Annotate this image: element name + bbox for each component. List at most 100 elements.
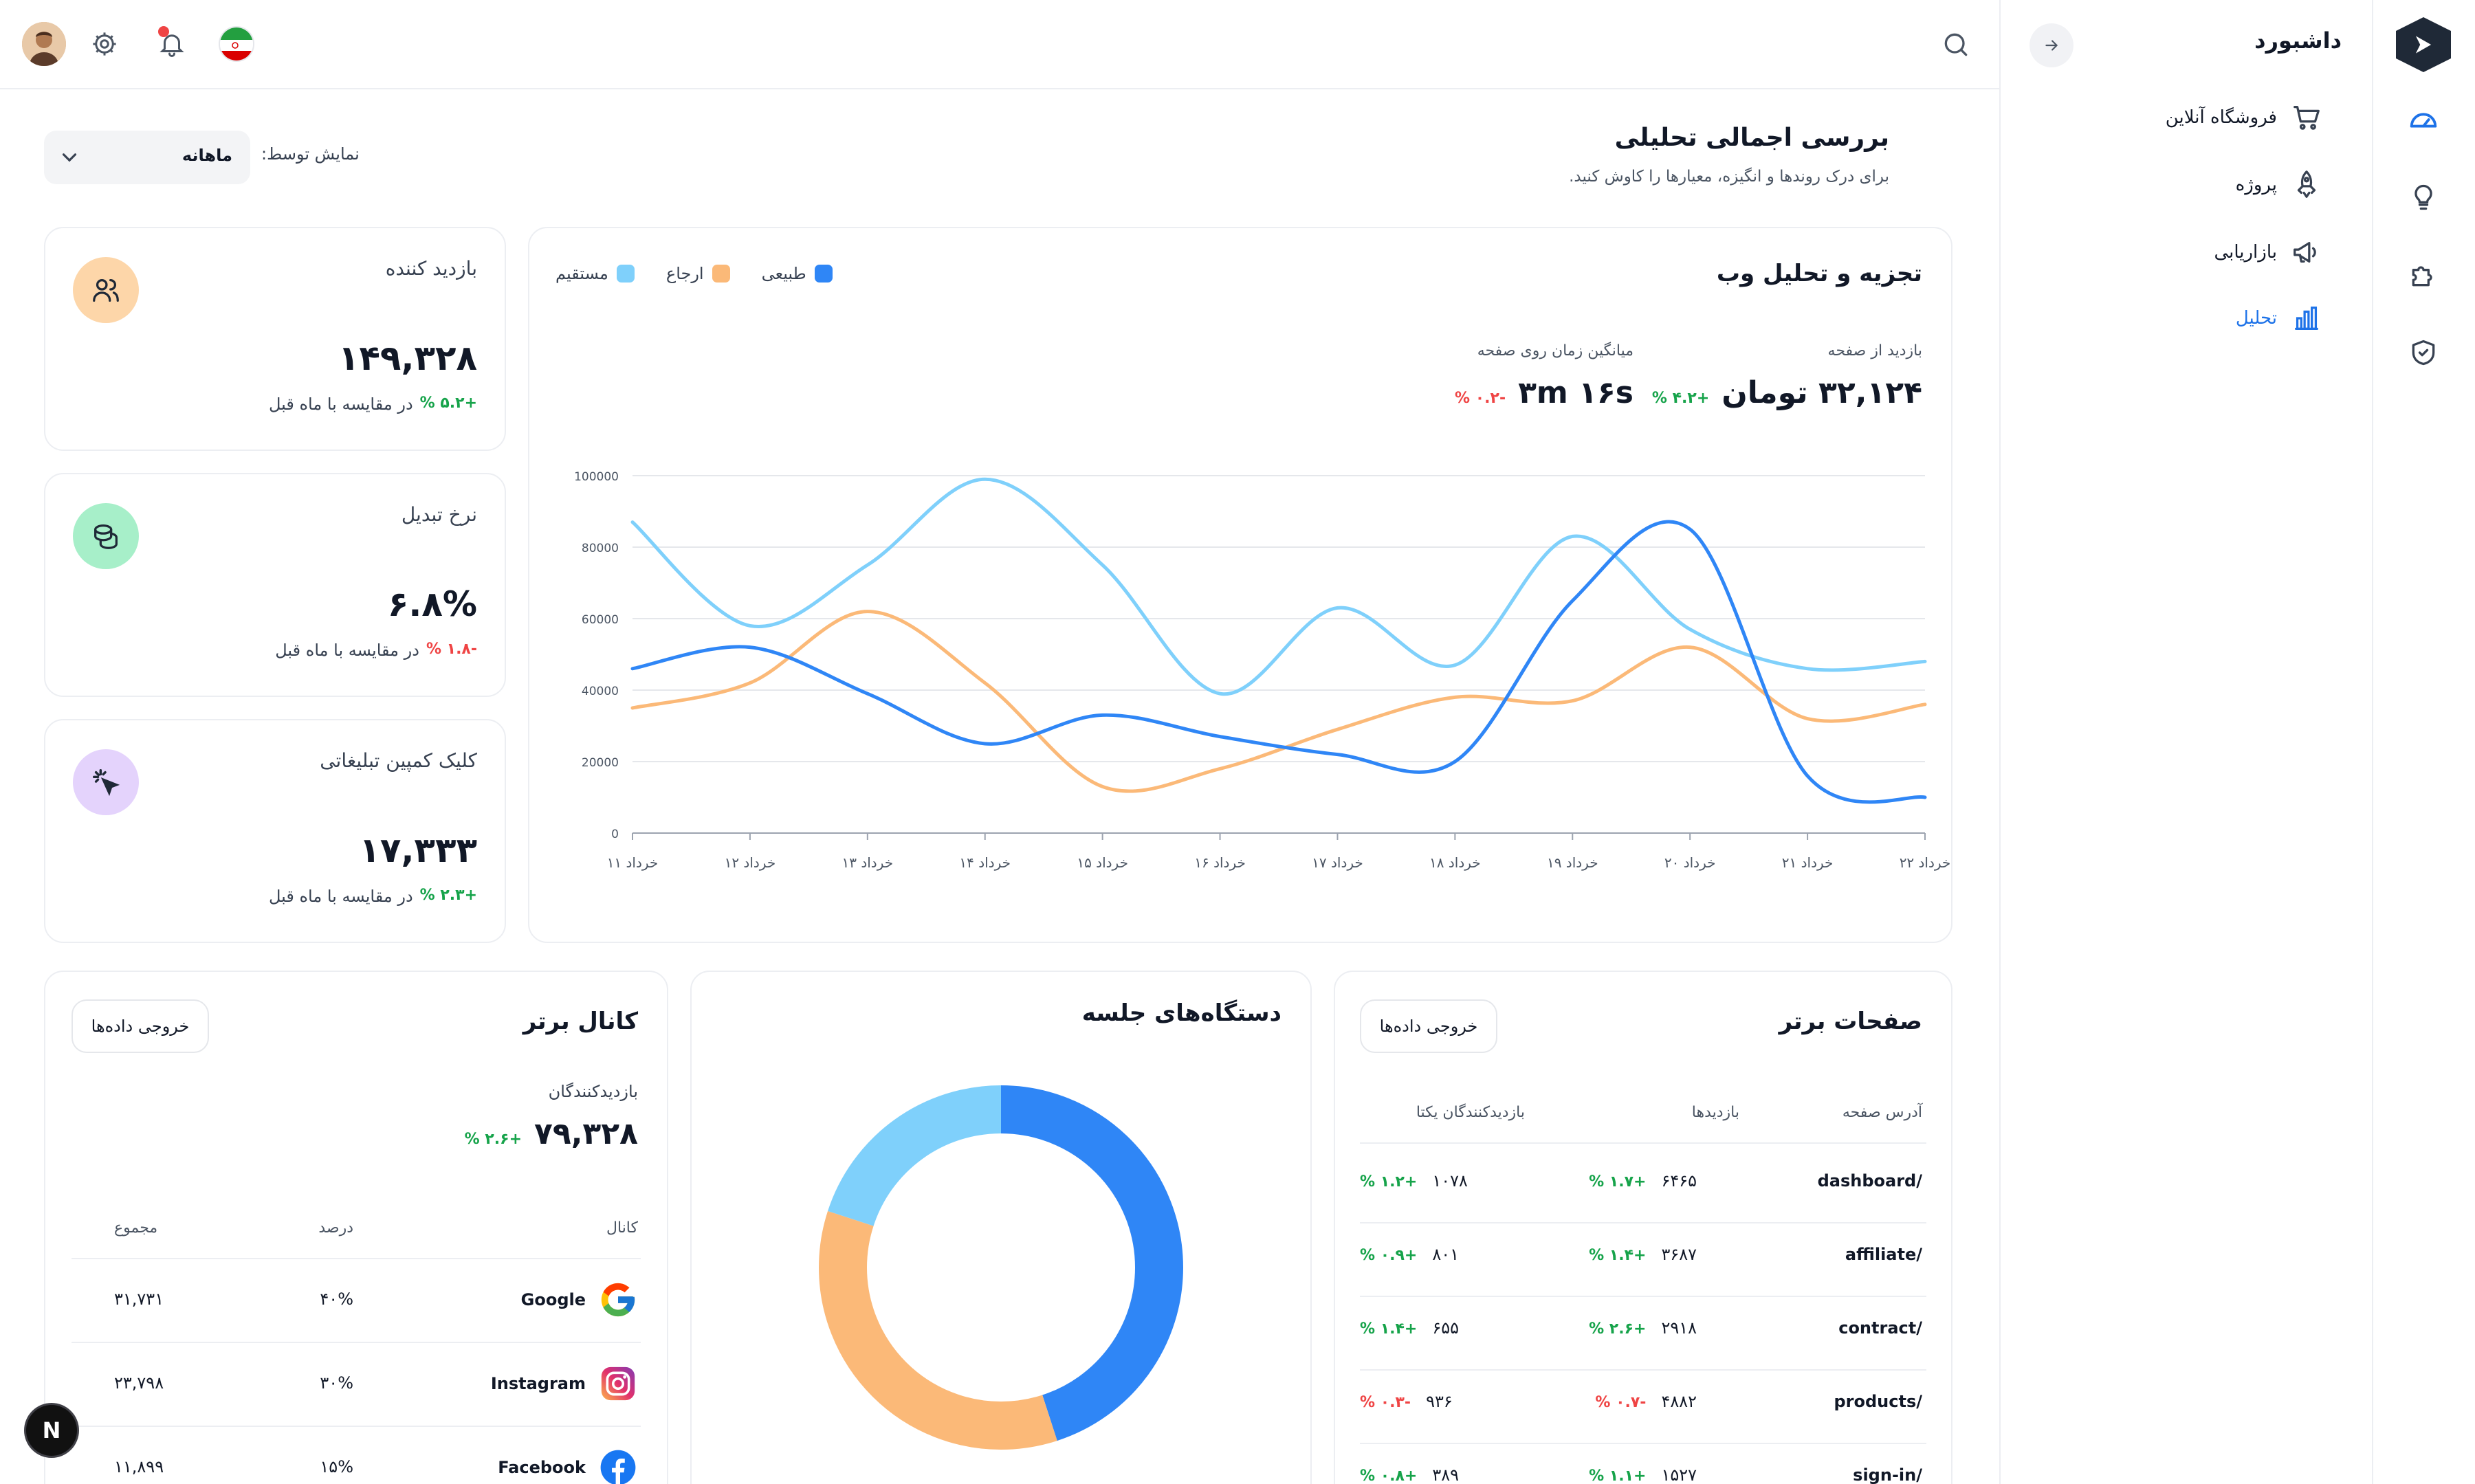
notification-dot — [158, 26, 169, 37]
kpi-delta: -۱.۸ % — [426, 641, 477, 658]
table-divider — [72, 1426, 641, 1427]
page-views-delta: +۱.۷ % — [1589, 1173, 1647, 1190]
icon-rail — [2372, 0, 2475, 1484]
y-tick-label: 80000 — [582, 542, 619, 555]
y-tick-label: 60000 — [582, 613, 619, 627]
series-line-referral[interactable] — [630, 610, 1927, 793]
page-unique: -۰.۳ % ۹۳۶ — [1360, 1392, 1453, 1411]
legend-swatch — [712, 265, 730, 283]
visitors-label: بازدیدکنندگان — [548, 1082, 638, 1101]
export-data-button[interactable]: خروجی داده‌ها — [1360, 999, 1497, 1053]
channel-row-facebook[interactable]: Facebook — [498, 1448, 638, 1484]
page-subtitle: برای درک روندها و انگیزه، معیارها را کاو… — [1569, 168, 1889, 186]
metric-label: میانگین زمان روی صفحه — [1477, 342, 1634, 359]
notifications-button[interactable] — [154, 26, 190, 62]
app-logo[interactable] — [2396, 17, 2451, 72]
legend-item-organic[interactable]: طبیعی — [762, 264, 833, 283]
period-select[interactable]: ماهانه — [44, 131, 250, 184]
page-views-delta: +۱.۴ % — [1589, 1247, 1647, 1264]
channel-row-instagram[interactable]: Instagram — [491, 1364, 638, 1404]
gear-icon — [93, 32, 116, 56]
page-unique-value: ۸۰۱ — [1432, 1245, 1460, 1264]
export-data-button[interactable]: خروجی داده‌ها — [72, 999, 209, 1053]
col-header-channel: کانال — [606, 1219, 638, 1237]
page-unique: +۰.۹ % ۸۰۱ — [1360, 1245, 1459, 1264]
x-tick-label: خرداد ۱۸ — [1429, 854, 1481, 871]
chart-legend: مستقیم ارجاع طبیعی — [556, 264, 833, 283]
y-tick-label: 20000 — [582, 756, 619, 770]
card-title: کانال برتر — [522, 1008, 638, 1035]
y-tick-label: 0 — [611, 828, 619, 841]
lightbulb-icon[interactable] — [2403, 177, 2444, 218]
page-path[interactable]: sign-in/ — [1853, 1465, 1922, 1484]
sidebar-item-label: تحلیل — [2235, 308, 2277, 329]
table-divider — [1360, 1142, 1926, 1144]
kpi-card-campaign-clicks: کلیک کمپین تبلیغاتی ۱۷,۳۳۳ +۲.۳ % در مقا… — [44, 719, 506, 943]
period-select-label: نمایش توسط: — [261, 144, 360, 164]
search-button[interactable] — [1939, 27, 1973, 62]
page-unique-delta: +۰.۹ % — [1360, 1247, 1418, 1264]
period-select-value: ماهانه — [182, 146, 232, 165]
metric-delta: +۴.۲ % — [1651, 390, 1710, 407]
speedometer-icon[interactable] — [2403, 99, 2444, 140]
x-tick-label: خرداد ۱۵ — [1077, 854, 1128, 871]
sidebar-title: داشبورد — [2254, 27, 2342, 54]
bell-icon — [160, 34, 184, 57]
collapse-sidebar-button[interactable] — [2030, 23, 2074, 67]
legend-label: مستقیم — [556, 264, 608, 283]
web-analytics-card: تجزیه و تحلیل وب مستقیم ارجاع طبیعی بازد… — [528, 227, 1952, 943]
card-title: صفحات برتر — [1779, 1008, 1922, 1035]
series-line-organic[interactable] — [630, 520, 1927, 804]
sidebar-item-project[interactable]: پروژه — [2236, 169, 2322, 201]
channel-row-google[interactable]: Google — [521, 1280, 638, 1320]
donut-slice-1[interactable] — [819, 1085, 1183, 1450]
page-views-value: ۴۸۸۲ — [1661, 1392, 1697, 1411]
search-icon — [1944, 33, 1968, 56]
legend-item-direct[interactable]: مستقیم — [556, 264, 635, 283]
sidebar-item-analytics[interactable]: تحلیل — [2236, 302, 2322, 334]
table-divider — [1360, 1296, 1926, 1297]
floating-n-badge[interactable]: N — [26, 1405, 77, 1456]
shield-check-icon[interactable] — [2403, 332, 2444, 373]
page-unique-value: ۹۳۶ — [1426, 1392, 1453, 1411]
sidebar-item-marketing[interactable]: بازاریابی — [2214, 236, 2322, 268]
page-unique-value: ۱۰۷۸ — [1432, 1171, 1468, 1190]
page-path[interactable]: products/ — [1834, 1392, 1922, 1411]
avatar[interactable] — [22, 22, 66, 66]
page-unique: +۱.۴ % ۶۵۵ — [1360, 1318, 1459, 1338]
card-title: دستگاه‌های جلسه — [1081, 999, 1282, 1027]
kpi-compare-text: در مقایسه با ماه قبل — [268, 395, 413, 414]
page-path[interactable]: dashboard/ — [1817, 1171, 1922, 1190]
col-header-unique: بازدیدکنندگان یکتا — [1416, 1104, 1525, 1121]
legend-item-referral[interactable]: ارجاع — [666, 264, 730, 283]
page-path[interactable]: affiliate/ — [1845, 1245, 1922, 1264]
settings-button[interactable] — [88, 27, 121, 60]
language-flag-button[interactable] — [219, 26, 254, 62]
kpi-comparison: +۲.۳ % در مقایسه با ماه قبل — [269, 887, 477, 906]
sidebar-item-online-store[interactable]: فروشگاه آنلاین — [2166, 102, 2322, 133]
page-unique: +۰.۸ % ۳۸۹ — [1360, 1465, 1459, 1484]
table-divider — [72, 1342, 641, 1343]
col-header-views: بازدیدها — [1691, 1104, 1739, 1121]
iran-flag-icon — [220, 27, 253, 60]
page-views: ۴۸۸۲ -۰.۷ % — [1595, 1392, 1697, 1411]
x-tick-label: خرداد ۱۷ — [1312, 854, 1363, 871]
session-devices-card: دستگاه‌های جلسه — [690, 971, 1312, 1484]
page-views-value: ۲۹۱۸ — [1661, 1318, 1697, 1338]
facebook-icon — [600, 1450, 636, 1484]
page-views-delta: -۰.۷ % — [1595, 1394, 1647, 1411]
metric-time-on-page: ۳m ۱۶s -۰.۲ % — [1455, 375, 1634, 410]
donut-slice-2[interactable] — [819, 1085, 1183, 1450]
logo-mark-icon — [2415, 36, 2432, 54]
puzzle-icon[interactable] — [2403, 254, 2444, 296]
legend-swatch — [814, 265, 833, 283]
series-line-direct[interactable] — [630, 477, 1927, 696]
channel-name: Instagram — [490, 1374, 586, 1393]
page-unique: +۱.۲ % ۱۰۷۸ — [1360, 1171, 1468, 1190]
page-path[interactable]: contract/ — [1838, 1318, 1922, 1338]
channel-percent: ۱۵% — [320, 1457, 353, 1476]
table-divider — [1360, 1222, 1926, 1223]
x-tick-label: خرداد ۱۶ — [1194, 854, 1246, 871]
x-tick-label: خرداد ۲۲ — [1900, 854, 1951, 871]
users-icon — [73, 257, 139, 323]
